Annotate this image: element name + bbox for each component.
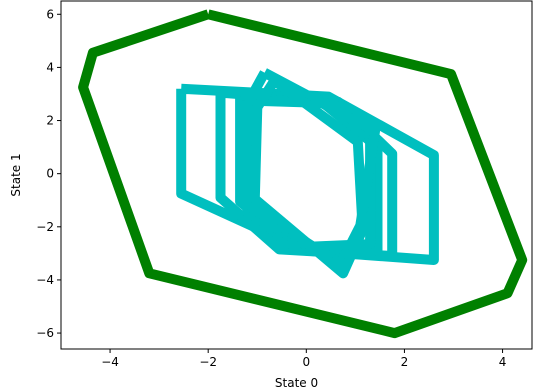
x-axis-label: State 0 xyxy=(275,376,318,390)
y-tick-label: −6 xyxy=(36,326,54,340)
series-line-0 xyxy=(78,9,528,339)
y-tick-label: 4 xyxy=(46,60,54,74)
y-axis: −6 −4 −2 0 2 4 6 xyxy=(36,7,61,340)
series-layer xyxy=(78,9,528,339)
y-axis-label: State 1 xyxy=(9,153,23,196)
x-tick-label: −4 xyxy=(101,355,119,369)
x-axis: −4 −2 0 2 4 xyxy=(101,349,506,369)
series-line-4 xyxy=(242,95,376,252)
y-tick-label: −4 xyxy=(36,273,54,287)
x-tick-label: 4 xyxy=(499,355,507,369)
y-tick-label: 2 xyxy=(46,114,54,128)
plot-frame xyxy=(60,0,533,350)
series-line-5 xyxy=(244,68,380,269)
series-line-6 xyxy=(249,76,368,279)
x-tick-label: 0 xyxy=(302,355,310,369)
x-tick-label: −2 xyxy=(199,355,217,369)
y-tick-label: −2 xyxy=(36,220,54,234)
y-tick-label: 0 xyxy=(46,167,54,181)
x-tick-label: 2 xyxy=(401,355,409,369)
y-tick-label: 6 xyxy=(46,7,54,21)
